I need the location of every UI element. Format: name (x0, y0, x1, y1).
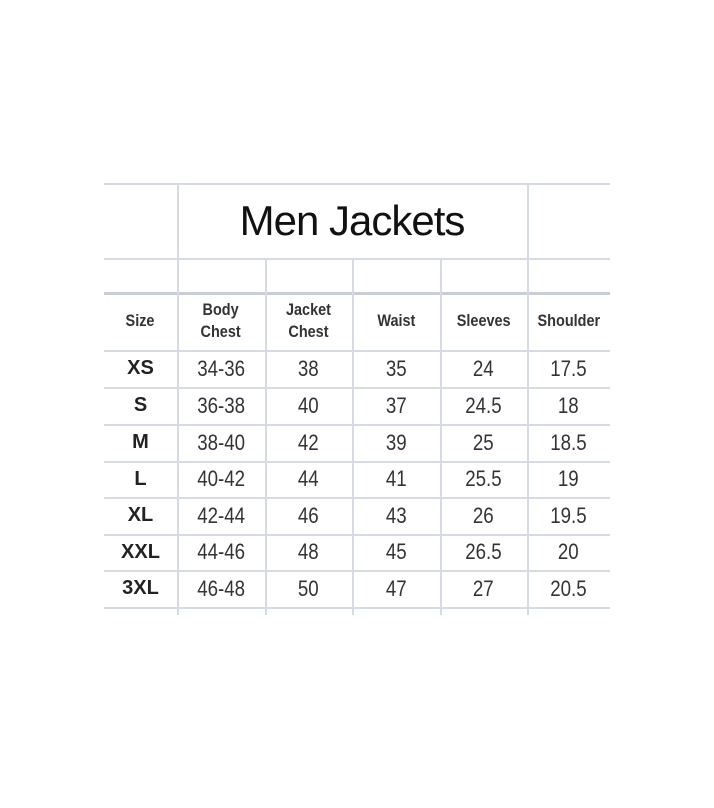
grid-line (440, 258, 442, 615)
grid-line (527, 183, 529, 615)
table-cell: 18 (558, 392, 579, 418)
table-cell: 19.5 (550, 502, 587, 528)
grid-line (104, 497, 610, 499)
table-cell: 48 (298, 539, 319, 564)
table-cell: 36-38 (197, 392, 245, 418)
size-label: XS (127, 357, 154, 379)
grid-line (177, 183, 179, 615)
size-label: S (133, 394, 148, 416)
column-header: Waist (376, 311, 416, 330)
grid-line (104, 350, 610, 352)
grid-line (104, 607, 610, 609)
table-cell: 46 (298, 502, 319, 528)
table-cell: 42-44 (197, 502, 245, 528)
grid-line (104, 570, 610, 572)
table-cell: 37 (385, 392, 407, 418)
table-cell: 39 (385, 429, 407, 455)
size-label: M (132, 431, 149, 453)
size-label: 3XL (122, 577, 159, 599)
table-cell: 20.5 (550, 575, 587, 601)
table-cell: 43 (385, 502, 407, 528)
table-cell: 44-46 (197, 539, 245, 564)
grid-line (104, 534, 610, 536)
grid-line (104, 461, 610, 463)
size-label: L (134, 467, 147, 490)
table-cell: 44 (298, 466, 319, 491)
chart-title: Men Jackets (239, 196, 466, 244)
table-cell: 25 (473, 429, 494, 455)
table-cell: 38 (298, 355, 319, 381)
column-header: Body Chest (200, 300, 242, 341)
table-cell: 26 (473, 502, 494, 528)
column-header: Sleeves (456, 311, 511, 330)
table-cell: 19 (558, 466, 579, 491)
table-cell: 24 (473, 355, 494, 381)
table-cell: 26.5 (465, 539, 502, 564)
table-cell: 34-36 (197, 355, 245, 381)
table-cell: 46-48 (197, 575, 245, 601)
table-cell: 27 (473, 575, 494, 601)
size-label: XXL (121, 540, 160, 563)
table-cell: 42 (298, 429, 319, 455)
grid-line (104, 292, 610, 295)
table-cell: 35 (385, 355, 407, 381)
table-cell: 45 (385, 539, 407, 564)
table-cell: 17.5 (550, 355, 587, 381)
grid-line (104, 387, 610, 389)
table-cell: 25.5 (465, 466, 502, 491)
table-cell: 40-42 (197, 466, 245, 491)
grid-line (104, 424, 610, 426)
table-cell: 20 (558, 539, 579, 564)
table-cell: 24.5 (465, 392, 502, 418)
grid-line (352, 258, 354, 615)
column-header: Shoulder (537, 311, 600, 330)
column-header: Jacket Chest (286, 300, 331, 341)
table-cell: 41 (385, 466, 407, 491)
column-header: Size (126, 311, 155, 330)
size-label: XL (127, 504, 154, 526)
table-cell: 38-40 (197, 429, 245, 455)
grid-line (104, 258, 610, 260)
grid-line (265, 258, 267, 615)
table-cell: 50 (298, 575, 319, 601)
grid-line (104, 183, 610, 185)
table-cell: 47 (385, 575, 407, 601)
table-cell: 40 (298, 392, 319, 418)
table-cell: 18.5 (550, 429, 587, 455)
